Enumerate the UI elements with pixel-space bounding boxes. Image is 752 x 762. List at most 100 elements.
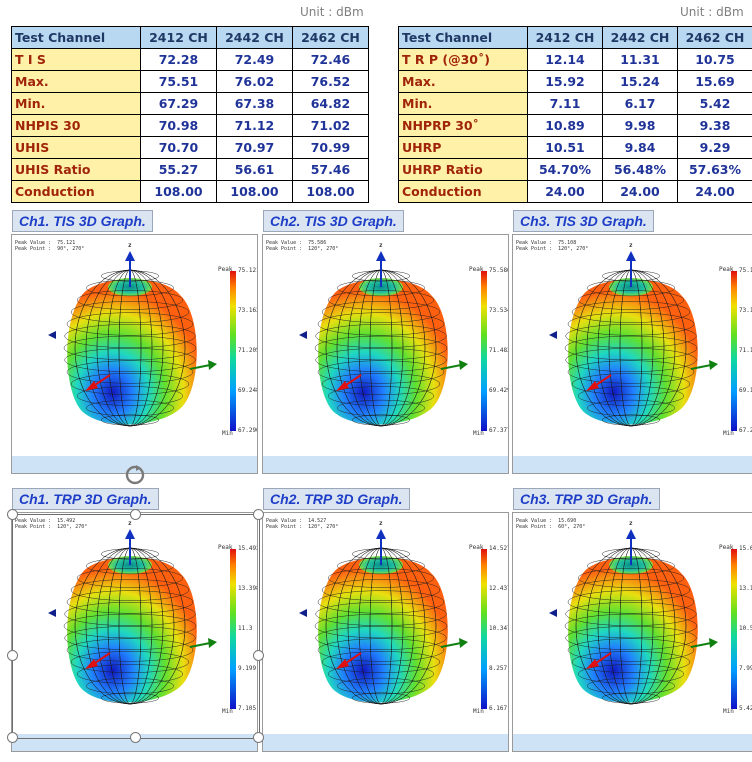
- scale-label-peak: Peak: [218, 544, 233, 551]
- x-axis-arrow-icon: [85, 381, 98, 391]
- radiation-plot: Peak Value : 75.108 Peak Point : 120°, 27…: [512, 234, 752, 474]
- table-row: UHRP 10.51 9.84 9.29: [398, 136, 752, 159]
- resize-handle-icon[interactable]: [253, 732, 264, 743]
- radiation-pattern-svg: z Peak 15.492 13.398 11.3 9.199 7.105 Min: [48, 520, 257, 715]
- graph-panel[interactable]: Ch1. TRP 3D Graph. Peak Value : 15.492 Pea…: [10, 488, 258, 752]
- graph-title: Ch3. TRP 3D Graph.: [513, 488, 660, 510]
- row-value: 64.82: [292, 92, 369, 115]
- scale-label-peak: Peak: [469, 544, 484, 551]
- table-row: UHIS Ratio 55.27 56.61 57.46: [11, 158, 369, 181]
- graph-panel[interactable]: Ch3. TRP 3D Graph. Peak Value : 15.690 Pea…: [511, 488, 752, 752]
- scale-label: 73.534: [489, 307, 508, 314]
- scale-label: 15.492: [238, 545, 257, 552]
- peak-point: Peak Point : 90°, 270°: [15, 246, 85, 252]
- scale-label: 69.429: [489, 387, 508, 394]
- scale-label-peak: Peak: [719, 544, 734, 551]
- scale-label-peak: Peak: [719, 266, 734, 273]
- row-label: UHRP Ratio: [398, 158, 528, 181]
- table-header-row: Test Channel 2412 CH 2442 CH 2462 CH: [11, 26, 369, 49]
- row-value: 12.14: [527, 48, 603, 71]
- scale-label: 8.257: [489, 665, 507, 672]
- scale-label: 73.163: [238, 307, 257, 314]
- row-value: 7.11: [527, 92, 603, 115]
- row-value: 71.02: [292, 114, 369, 137]
- resize-handle-icon[interactable]: [7, 650, 18, 661]
- scale-label: 7.99: [739, 665, 752, 672]
- scale-label: 75.121: [238, 267, 257, 274]
- row-value: 70.97: [216, 136, 293, 159]
- row-value: 108.00: [140, 180, 217, 203]
- row-value: 75.51: [140, 70, 217, 93]
- row-label: Max.: [11, 70, 141, 93]
- row-label: Conduction: [398, 180, 528, 203]
- scale-label-min: Min: [222, 708, 233, 715]
- peak-info: Peak Value : 75.121 Peak Point : 90°, 270…: [15, 240, 84, 252]
- graph-panel[interactable]: Ch2. TRP 3D Graph. Peak Value : 14.527 Pea…: [261, 488, 509, 752]
- row-value: 55.27: [140, 158, 217, 181]
- row-value: 57.63%: [677, 158, 752, 181]
- scale-label-min: Min: [723, 708, 734, 715]
- resize-handle-icon[interactable]: [253, 509, 264, 520]
- plot-footer-strip: [263, 734, 508, 751]
- row-value: 10.75: [677, 48, 752, 71]
- resize-handle-icon[interactable]: [130, 509, 141, 520]
- y-axis: [189, 642, 211, 648]
- scale-label: 7.105: [238, 705, 256, 712]
- table-row: Max. 75.51 76.02 76.52: [11, 70, 369, 93]
- scale-label: 11.3: [238, 625, 253, 632]
- trp-table: Test Channel 2412 CH 2442 CH 2462 CH T R…: [398, 26, 752, 203]
- z-axis-arrow-icon: [376, 529, 386, 539]
- y-axis: [690, 364, 712, 370]
- header-2462: 2462 CH: [292, 26, 369, 49]
- row-value: 9.98: [602, 114, 678, 137]
- peak-value: Peak Value : 75.586: [266, 240, 327, 246]
- graph-panel[interactable]: Ch1. TIS 3D Graph. Peak Value : 75.121 Pea…: [10, 210, 258, 474]
- graph-panel[interactable]: Ch3. TIS 3D Graph. Peak Value : 75.108 Pea…: [511, 210, 752, 474]
- y-axis-arrow-icon: [459, 360, 468, 370]
- row-value: 9.38: [677, 114, 752, 137]
- plot-footer-strip: [513, 734, 752, 751]
- row-value: 24.00: [602, 180, 678, 203]
- scale-label: 9.199: [238, 665, 256, 672]
- y-axis: [189, 364, 211, 370]
- unit-label-tis: Unit : dBm: [300, 5, 364, 19]
- row-value: 6.17: [602, 92, 678, 115]
- row-label: UHIS: [11, 136, 141, 159]
- radiation-pattern-svg: z Peak 15.69 13.12 10.55 7.99 5.42 Min: [549, 520, 752, 715]
- header-2442: 2442 CH: [216, 26, 293, 49]
- y-axis-arrow-icon: [208, 638, 217, 648]
- scale-label: 71.15: [739, 347, 752, 354]
- table-row: UHRP Ratio 54.70% 56.48% 57.63%: [398, 158, 752, 181]
- x-axis-arrow-icon: [85, 659, 98, 669]
- peak-info: Peak Value : 15.492 Peak Point : 120°, 27…: [15, 518, 87, 530]
- row-label: T R P (@30˚): [398, 48, 528, 71]
- scale-label: 67.377: [489, 427, 508, 434]
- row-value: 57.46: [292, 158, 369, 181]
- scale-label: 12.437: [489, 585, 508, 592]
- z-axis-arrow-icon: [125, 529, 135, 539]
- row-label: Max.: [398, 70, 528, 93]
- row-value: 70.70: [140, 136, 217, 159]
- resize-handle-icon[interactable]: [7, 732, 18, 743]
- resize-handle-icon[interactable]: [130, 732, 141, 743]
- row-label: Conduction: [11, 180, 141, 203]
- graph-title: Ch3. TIS 3D Graph.: [513, 210, 654, 232]
- resize-handle-icon[interactable]: [253, 650, 264, 661]
- header-2442: 2442 CH: [602, 26, 678, 49]
- scale-label-min: Min: [222, 430, 233, 437]
- x-axis-arrow-icon: [336, 381, 349, 391]
- y-axis-arrow-icon: [709, 360, 718, 370]
- scale-label: 5.42: [739, 705, 752, 712]
- color-scale-bar: [230, 271, 236, 431]
- graph-panel[interactable]: Ch2. TIS 3D Graph. Peak Value : 75.586 Pea…: [261, 210, 509, 474]
- back-axis-marker-icon: [48, 609, 56, 617]
- scale-label: 75.10: [739, 267, 752, 274]
- scale-label: 15.69: [739, 545, 752, 552]
- rotate-handle-icon[interactable]: [124, 464, 146, 486]
- resize-handle-icon[interactable]: [7, 509, 18, 520]
- row-label: UHIS Ratio: [11, 158, 141, 181]
- peak-value: Peak Value : 75.121: [15, 240, 76, 246]
- row-label: NHPRP 30˚: [398, 114, 528, 137]
- scale-label: 13.398: [238, 585, 257, 592]
- table-header-row: Test Channel 2412 CH 2442 CH 2462 CH: [398, 26, 752, 49]
